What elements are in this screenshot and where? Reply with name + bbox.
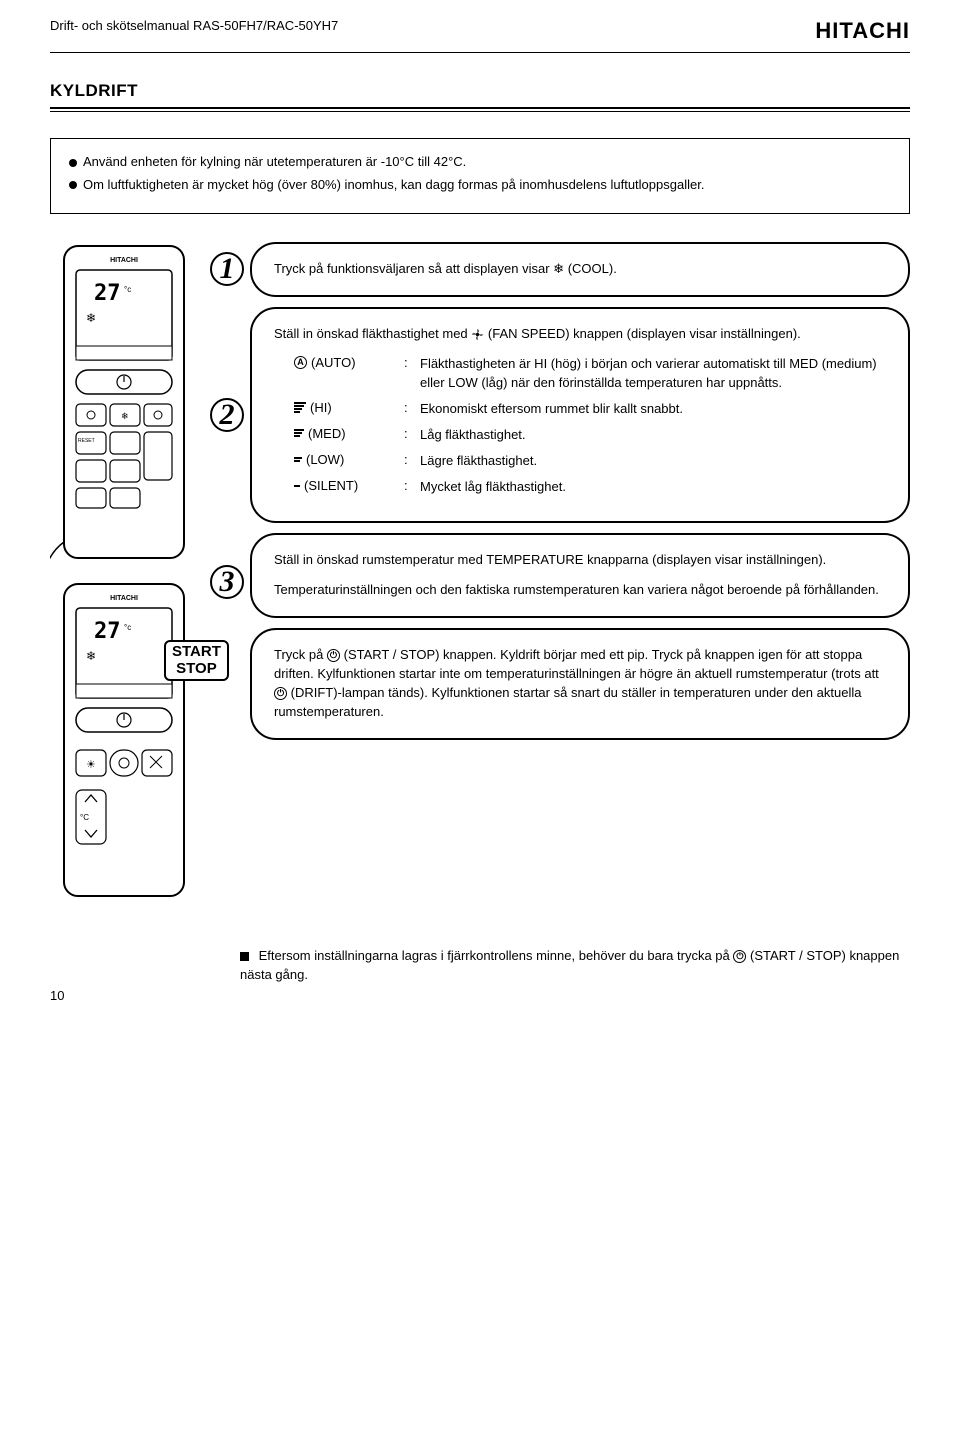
step-3-p1: Ställ in önskad rumstemperatur med TEMPE… [274,551,888,570]
footer-note: Eftersom inställningarna lagras i fjärrk… [240,946,910,985]
step-2-number: 2 [210,398,244,432]
s4-b: (START / STOP) knappen. Kyldrift börjar … [274,647,879,681]
section-title: KYLDRIFT [50,81,910,101]
svg-text:°c: °c [124,623,131,632]
fan-icon [471,328,484,341]
remote-illustration-top: HITACHI 27 °c ❄ [50,242,230,562]
intro-text-1: Använd enheten för kylning när utetemper… [83,154,466,169]
fan-row-auto: A (AUTO) : Fläkthastigheten är HI (hög) … [294,355,888,391]
bars-med-icon [294,429,304,437]
fan-med-label: (MED) [294,426,404,441]
bars-low-icon [294,457,302,462]
intro-text-2: Om luftfuktigheten är mycket hög (över 8… [83,177,704,192]
step-4-text: Tryck på ⏻ (START / STOP) knappen. Kyldr… [274,646,888,721]
page-number: 10 [50,988,64,1003]
intro-line-1: Använd enheten för kylning när utetemper… [69,153,891,172]
note-text: Eftersom inställningarna lagras i fjärrk… [240,946,910,985]
svg-text:°C: °C [80,813,89,822]
step-2-lead-after: (FAN SPEED) knappen (displayen visar ins… [488,326,801,341]
fan-row-med: (MED) : Låg fläkthastighet. [294,426,888,444]
svg-text:RESET: RESET [78,438,95,444]
svg-text:❄: ❄ [121,411,129,421]
svg-text:❄: ❄ [86,311,96,325]
intro-box: Använd enheten för kylning när utetemper… [50,138,910,214]
instruction-bubbles: 1 Tryck på funktionsväljaren så att disp… [250,242,910,750]
stop-label: STOP [172,661,221,678]
power-icon: ⏻ [274,687,287,700]
step-1-bubble: 1 Tryck på funktionsväljaren så att disp… [250,242,910,297]
bullet-icon [69,181,77,189]
svg-text:°c: °c [124,285,131,294]
fan-auto-label: A (AUTO) [294,355,404,370]
step-2-bubble: 2 Ställ in önskad fläkthastighet med (FA… [250,307,910,523]
step-2-lead: Ställ in önskad fläkthastighet med (FAN … [274,325,888,344]
s4-c: (DRIFT)-lampan tänds). Kylfunktionen sta… [274,685,861,719]
step-1-number: 1 [210,252,244,286]
square-bullet-icon [240,952,249,961]
step-1-text-after: (COOL). [568,261,617,276]
step-3-p2: Temperaturinställningen och den faktiska… [274,581,888,600]
fan-row-silent: (SILENT) : Mycket låg fläkthastighet. [294,478,888,496]
page-header: Drift- och skötselmanual RAS-50FH7/RAC-5… [50,18,910,44]
remote-brand-label: HITACHI [110,257,138,264]
step-3-bubble: 3 Ställ in önskad rumstemperatur med TEM… [250,533,910,619]
header-divider [50,52,910,53]
intro-line-2: Om luftfuktigheten är mycket hög (över 8… [69,176,891,195]
fan-low-label: (LOW) [294,452,404,467]
title-rule-thin [50,111,910,112]
start-label: START [172,644,221,661]
remote-display-value: 27 [94,281,121,306]
note-a: Eftersom inställningarna lagras i fjärrk… [259,948,734,963]
snowflake-icon: ❄ [553,261,564,276]
step-3-number: 3 [210,565,244,599]
fan-auto-desc: Fläkthastigheten är HI (hög) i början oc… [420,355,888,391]
bullet-icon [69,159,77,167]
power-icon: ⏻ [327,649,340,662]
remote-illustration-bottom: HITACHI 27 °c ❄ ☀ [50,580,230,900]
bars-silent-icon [294,485,300,487]
fan-silent-label: (SILENT) [294,478,404,493]
svg-text:❄: ❄ [86,649,96,663]
start-stop-label: START STOP [164,640,229,681]
fan-speed-table: A (AUTO) : Fläkthastigheten är HI (hög) … [294,355,888,496]
doc-title: Drift- och skötselmanual RAS-50FH7/RAC-5… [50,18,338,33]
fan-hi-desc: Ekonomiskt eftersom rummet blir kallt sn… [420,400,888,418]
bars-hi-icon [294,402,306,413]
s4-a: Tryck på [274,647,327,662]
fan-row-hi: (HI) : Ekonomiskt eftersom rummet blir k… [294,400,888,418]
step-1-text-before: Tryck på funktionsväljaren så att displa… [274,261,553,276]
svg-text:27: 27 [94,619,121,644]
fan-med-desc: Låg fläkthastighet. [420,426,888,444]
fan-hi-label: (HI) [294,400,404,415]
fan-row-low: (LOW) : Lägre fläkthastighet. [294,452,888,470]
svg-text:HITACHI: HITACHI [110,595,138,602]
title-rule-thick [50,107,910,109]
brand-logo: HITACHI [815,18,910,44]
colon: : [404,355,420,370]
power-icon: ⏻ [733,950,746,963]
svg-text:☀: ☀ [86,759,96,771]
fan-silent-desc: Mycket låg fläkthastighet. [420,478,888,496]
step-4-bubble: START STOP Tryck på ⏻ (START / STOP) kna… [250,628,910,739]
step-1-text: Tryck på funktionsväljaren så att displa… [274,260,888,279]
remotes-column: HITACHI 27 °c ❄ [50,242,230,918]
fan-low-desc: Lägre fläkthastighet. [420,452,888,470]
auto-icon: A [294,356,307,369]
step-2-lead-before: Ställ in önskad fläkthastighet med [274,326,471,341]
diagram-area: HITACHI 27 °c ❄ [50,242,910,918]
